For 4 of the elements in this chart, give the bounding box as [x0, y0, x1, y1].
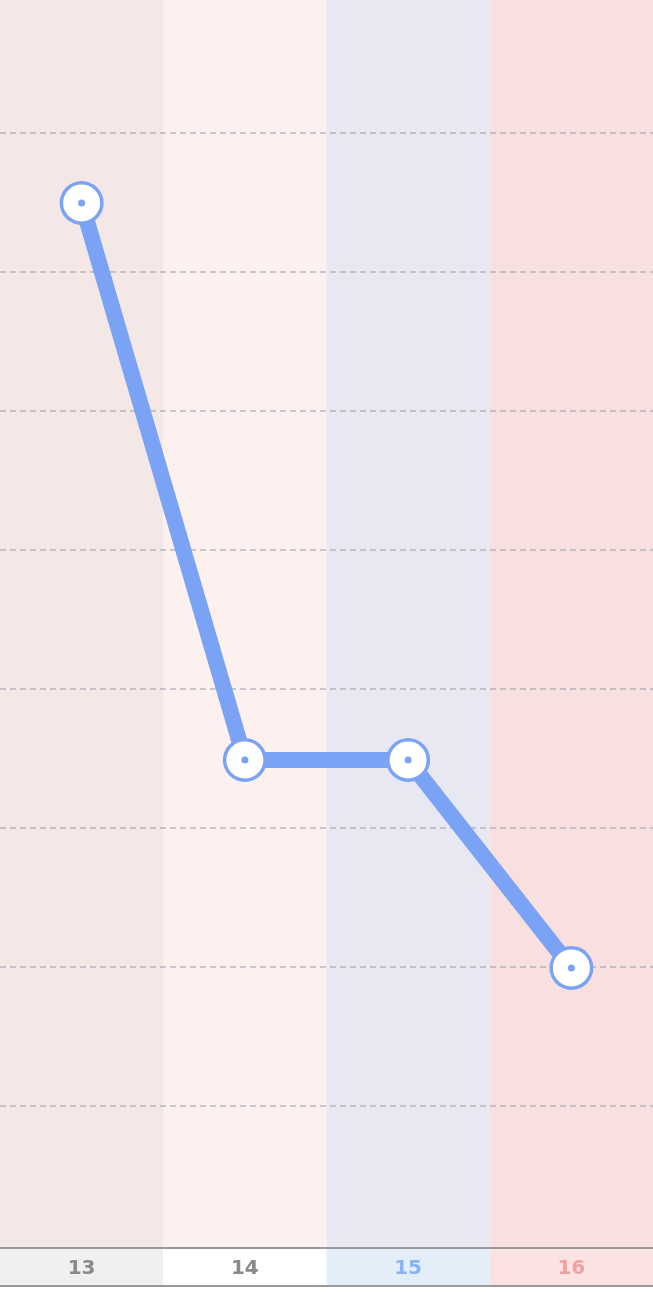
x-tick-label: 13: [67, 1255, 96, 1279]
x-tick-label: 15: [394, 1255, 423, 1279]
x-tick-label: 14: [230, 1255, 259, 1279]
x-tick-label: 16: [557, 1255, 586, 1279]
